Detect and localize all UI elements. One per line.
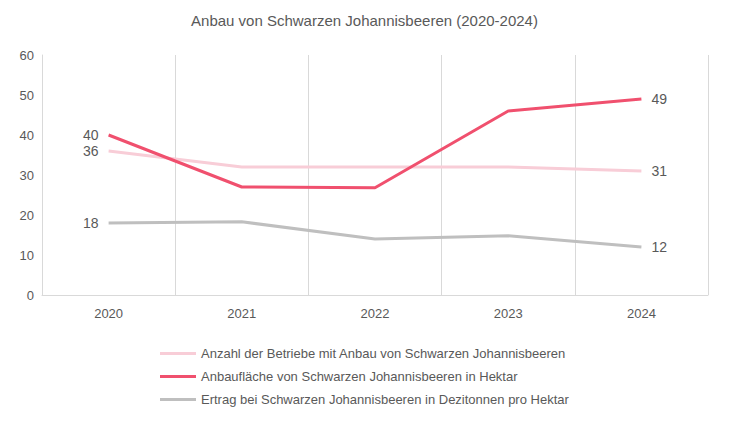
svg-text:12: 12 <box>651 239 667 255</box>
svg-text:Anbaufläche von Schwarzen Joha: Anbaufläche von Schwarzen Johannisbeeren… <box>201 369 518 384</box>
svg-text:Anzahl der Betriebe mit Anbau: Anzahl der Betriebe mit Anbau von Schwar… <box>201 346 565 361</box>
svg-text:40: 40 <box>83 127 99 143</box>
svg-text:36: 36 <box>83 143 99 159</box>
svg-text:2022: 2022 <box>361 306 390 321</box>
svg-text:31: 31 <box>651 163 667 179</box>
svg-text:2024: 2024 <box>627 306 656 321</box>
svg-text:0: 0 <box>27 288 34 303</box>
svg-text:60: 60 <box>20 48 34 63</box>
svg-text:50: 50 <box>20 88 34 103</box>
svg-text:30: 30 <box>20 168 34 183</box>
svg-text:Ertrag bei Schwarzen Johannisb: Ertrag bei Schwarzen Johannisbeeren in D… <box>201 392 569 407</box>
svg-text:2020: 2020 <box>94 306 123 321</box>
svg-text:40: 40 <box>20 128 34 143</box>
svg-text:20: 20 <box>20 208 34 223</box>
svg-text:18: 18 <box>83 215 99 231</box>
svg-text:49: 49 <box>651 91 667 107</box>
svg-text:2021: 2021 <box>227 306 256 321</box>
svg-text:2023: 2023 <box>494 306 523 321</box>
svg-text:10: 10 <box>20 248 34 263</box>
svg-text:Anbau von Schwarzen Johannisbe: Anbau von Schwarzen Johannisbeeren (2020… <box>191 12 538 29</box>
